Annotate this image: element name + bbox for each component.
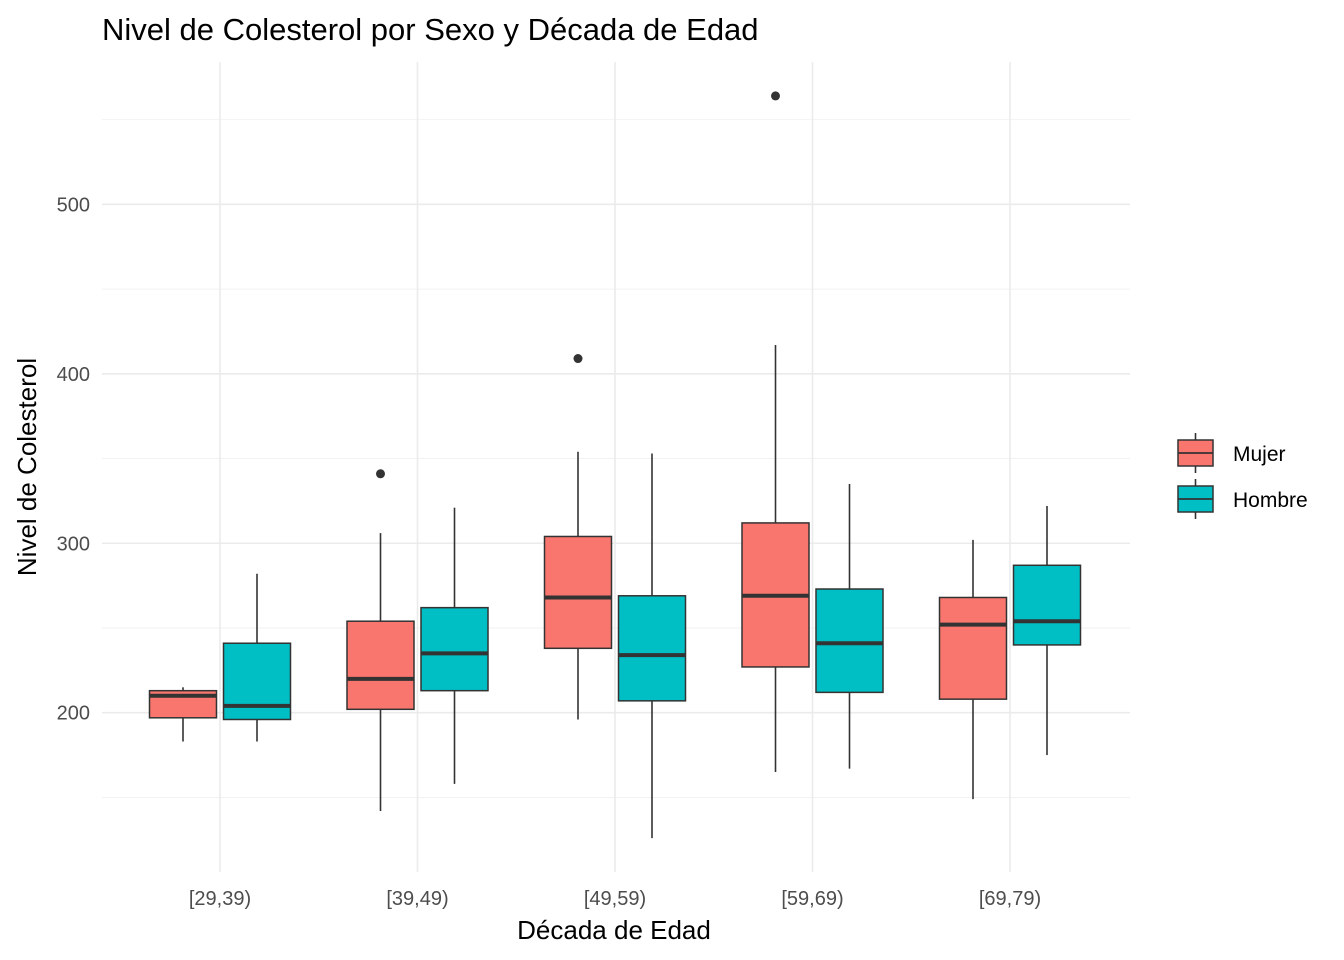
y-tick-label: 200 bbox=[57, 703, 90, 725]
y-tick-label: 300 bbox=[57, 533, 90, 555]
y-tick-label: 400 bbox=[57, 364, 90, 386]
x-axis-title: Década de Edad bbox=[517, 915, 711, 945]
y-axis-title: Nivel de Colesterol bbox=[12, 358, 42, 576]
boxplot-hombre-1 bbox=[420, 507, 489, 784]
x-tick-label: [29,39) bbox=[189, 888, 251, 910]
box-iqr bbox=[543, 535, 613, 650]
outlier-point bbox=[573, 354, 583, 364]
boxplot-mujer-4 bbox=[938, 539, 1008, 800]
box-iqr bbox=[222, 642, 292, 721]
box-iqr bbox=[346, 620, 415, 711]
boxplot-hombre-0 bbox=[222, 573, 292, 742]
boxplot-mujer-3 bbox=[741, 91, 810, 773]
boxplot-hombre-3 bbox=[815, 483, 884, 769]
legend-key-hombre bbox=[1177, 479, 1214, 519]
chart-title: Nivel de Colesterol por Sexo y Década de… bbox=[102, 12, 759, 47]
boxplot-mujer-2 bbox=[543, 354, 613, 720]
x-tick-label: [59,69) bbox=[781, 888, 843, 910]
legend-label-mujer: Mujer bbox=[1233, 443, 1286, 466]
legend-key-mujer bbox=[1177, 433, 1214, 473]
outlier-point bbox=[376, 469, 385, 479]
box-iqr bbox=[1012, 564, 1082, 646]
x-tick-label: [49,59) bbox=[584, 888, 646, 910]
boxplot-mujer-0 bbox=[148, 687, 218, 742]
boxplot-mujer-1 bbox=[346, 469, 415, 811]
box-iqr bbox=[938, 596, 1008, 700]
x-tick-label: [39,49) bbox=[386, 888, 448, 910]
y-tick-label: 500 bbox=[57, 194, 90, 216]
boxplot-hombre-2 bbox=[617, 453, 687, 839]
x-tick-labels: [29,39) [39,49) [49,59) [59,69) [69,79) bbox=[189, 888, 1041, 910]
legend-label-hombre: Hombre bbox=[1233, 489, 1308, 512]
y-tick-labels: 200 300 400 500 bbox=[57, 194, 90, 724]
legend: Mujer Hombre bbox=[1177, 433, 1308, 519]
x-tick-label: [69,79) bbox=[979, 888, 1041, 910]
plot-panel bbox=[102, 62, 1130, 872]
boxplot-hombre-4 bbox=[1012, 505, 1082, 756]
outlier-point bbox=[771, 91, 780, 101]
box-iqr bbox=[815, 588, 884, 694]
box-iqr bbox=[617, 595, 687, 702]
box-iqr bbox=[420, 606, 489, 692]
